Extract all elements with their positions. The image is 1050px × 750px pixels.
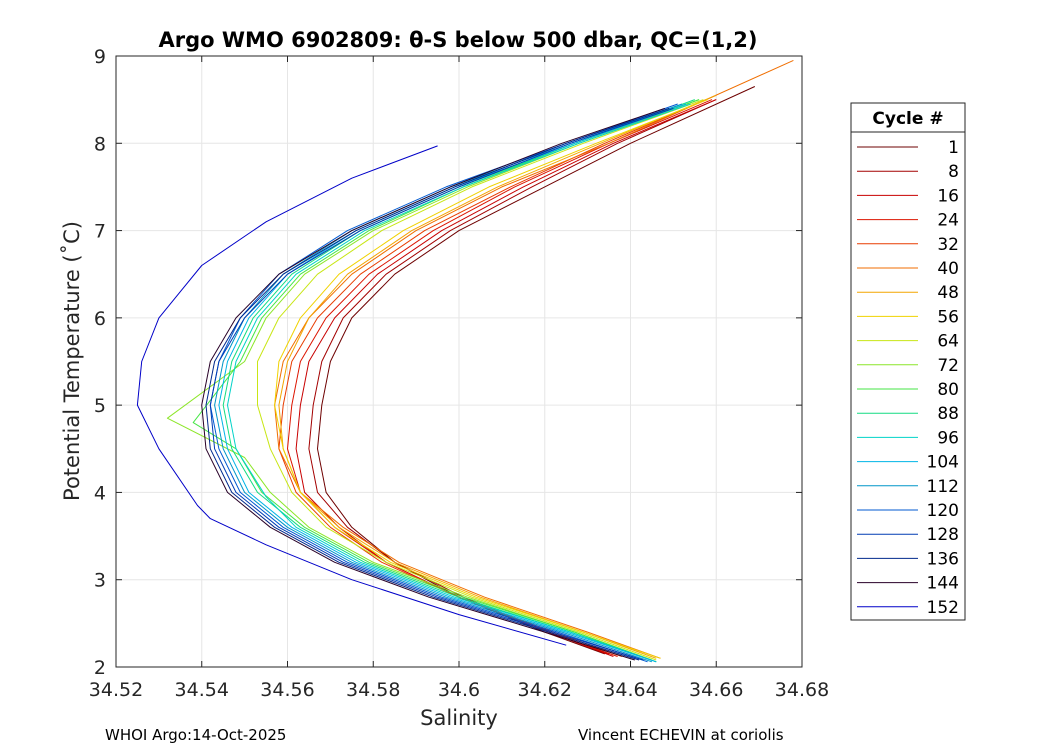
legend-label-56: 56 (937, 307, 959, 327)
y-tick-label: 5 (94, 395, 106, 417)
plot-area: 34.52 34.54 34.56 34.58 34.6 34.62 34.64 34.66 3… (89, 46, 829, 701)
x-tick-label: 34.58 (346, 679, 400, 701)
legend: Cycle # 1 8 16 24 32 40 48 56 64 72 80 88 96 104 112 12… (850, 102, 966, 621)
legend-entries: 1 8 16 24 32 40 48 56 64 72 80 88 96 104 112 120 128 136 1… (857, 138, 959, 618)
legend-label-96: 96 (937, 428, 959, 448)
legend-label-144: 144 (927, 574, 959, 594)
y-tick-label: 2 (94, 657, 106, 679)
legend-label-8: 8 (948, 162, 959, 182)
x-tick-label: 34.64 (603, 679, 657, 701)
series-group (136, 59, 794, 663)
x-tick-label: 34.56 (260, 679, 314, 701)
legend-label-152: 152 (927, 598, 959, 618)
legend-label-112: 112 (927, 477, 959, 497)
series-line-cycle-48 (278, 94, 717, 659)
legend-title: Cycle # (872, 109, 943, 129)
footer-right: Vincent ECHEVIN at coriolis (578, 726, 784, 744)
series-line-cycle-72 (166, 99, 700, 661)
legend-label-64: 64 (937, 332, 959, 352)
x-tick-label: 34.54 (175, 679, 229, 701)
series-line-cycle-8 (308, 99, 717, 655)
series-line-cycle-80 (192, 99, 700, 663)
y-tick-label: 9 (94, 46, 106, 68)
y-tick-label: 4 (94, 482, 106, 504)
y-tick-label: 6 (94, 308, 106, 330)
legend-label-72: 72 (937, 356, 959, 376)
series-line-cycle-144 (201, 107, 665, 661)
x-tick-label: 34.68 (775, 679, 829, 701)
legend-label-1: 1 (948, 138, 959, 158)
x-tick-label: 34.6 (438, 679, 480, 701)
legend-label-48: 48 (937, 283, 959, 303)
y-tick-label: 8 (94, 133, 106, 155)
y-tick-label: 7 (94, 221, 106, 243)
legend-label-16: 16 (937, 186, 959, 206)
legend-label-32: 32 (937, 235, 959, 255)
y-axis-label: Potential Temperature (˚C) (60, 221, 84, 501)
legend-label-24: 24 (937, 211, 959, 231)
legend-label-40: 40 (937, 259, 959, 279)
y-tick-label: 3 (94, 570, 106, 592)
footer-left: WHOI Argo:14-Oct-2025 (105, 726, 286, 744)
series-line-cycle-128 (209, 107, 674, 661)
series-line-cycle-64 (257, 99, 704, 661)
x-tick-label: 34.62 (518, 679, 572, 701)
chart-title: Argo WMO 6902809: θ-S below 500 dbar, QC… (159, 28, 758, 52)
legend-label-104: 104 (927, 453, 959, 473)
series-line-cycle-136 (205, 107, 670, 661)
x-tick-label: 34.66 (689, 679, 743, 701)
series-line-cycle-56 (274, 99, 708, 659)
legend-label-88: 88 (937, 404, 959, 424)
axis-ticks: 34.52 34.54 34.56 34.58 34.6 34.62 34.64 34.66 3… (89, 46, 829, 701)
series-line-cycle-152 (136, 145, 567, 646)
legend-label-120: 120 (927, 501, 959, 521)
legend-label-128: 128 (927, 525, 959, 545)
x-tick-label: 34.52 (89, 679, 143, 701)
x-axis-label: Salinity (420, 706, 498, 730)
legend-label-80: 80 (937, 380, 959, 400)
series-line-cycle-96 (227, 103, 691, 663)
legend-label-136: 136 (927, 549, 959, 569)
